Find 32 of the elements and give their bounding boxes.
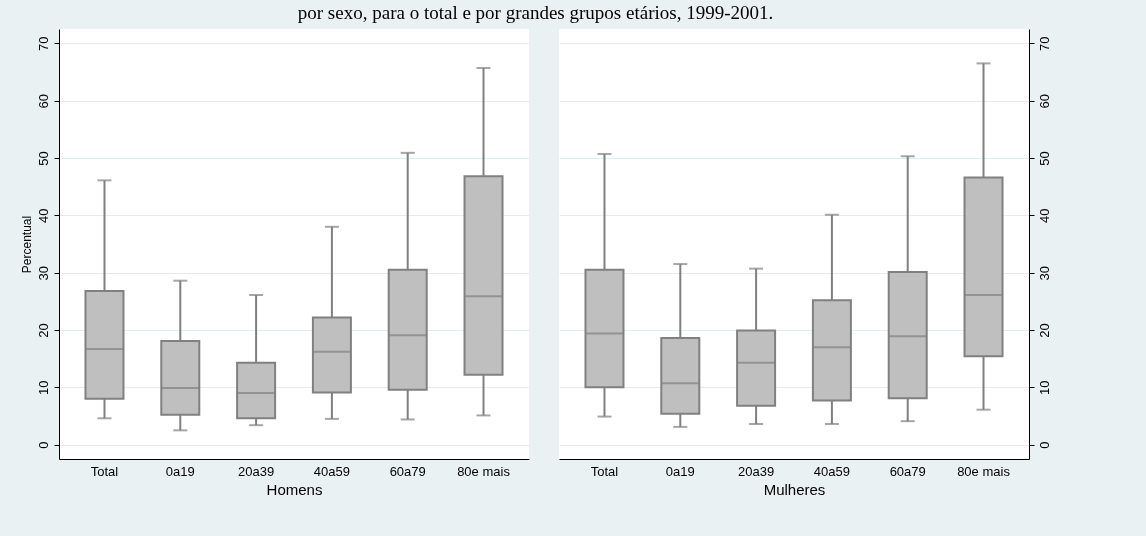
x-tick-label: 80e mais xyxy=(957,463,1011,479)
y-tick-label: 0 xyxy=(1036,441,1052,449)
y-tick-label: 70 xyxy=(35,36,51,52)
x-tick-label: 60a79 xyxy=(389,463,426,479)
y-tick-label: 50 xyxy=(35,151,51,166)
y-tick-label: 30 xyxy=(1036,265,1052,281)
y-tick-label: 20 xyxy=(1036,323,1052,338)
x-tick-label: Total xyxy=(90,463,119,479)
y-tick-label: 10 xyxy=(35,380,51,396)
y-tick-label: 60 xyxy=(35,93,51,109)
x-tick-label: 20a39 xyxy=(738,463,775,479)
y-tick-label: 20 xyxy=(35,323,51,338)
x-tick-label: Total xyxy=(590,463,619,479)
x-axis-title: Mulheres xyxy=(763,480,826,498)
y-tick-label: 70 xyxy=(1036,36,1052,52)
x-tick-label: 40a59 xyxy=(813,463,850,479)
x-tick-label: 20a39 xyxy=(238,463,275,479)
y-tick-label: 40 xyxy=(35,208,51,224)
x-tick-label: 60a79 xyxy=(889,463,926,479)
x-tick-label: 0a19 xyxy=(665,463,695,479)
y-tick-label: 30 xyxy=(35,265,51,281)
x-axis-title: Homens xyxy=(266,480,323,498)
y-tick-label: 0 xyxy=(35,441,51,449)
y-tick-label: 50 xyxy=(1036,151,1052,166)
x-tick-label: 0a19 xyxy=(165,463,195,479)
chart-title: por sexo, para o total e por grandes grupos etários, 1999-2001. xyxy=(297,2,774,23)
x-tick-label: 80e mais xyxy=(457,463,511,479)
y-tick-label: 40 xyxy=(1036,208,1052,224)
y-tick-label: 60 xyxy=(1036,93,1052,109)
y-tick-label: 10 xyxy=(1036,380,1052,396)
x-tick-label: 40a59 xyxy=(313,463,350,479)
y-axis-title: Percentual xyxy=(19,215,34,274)
